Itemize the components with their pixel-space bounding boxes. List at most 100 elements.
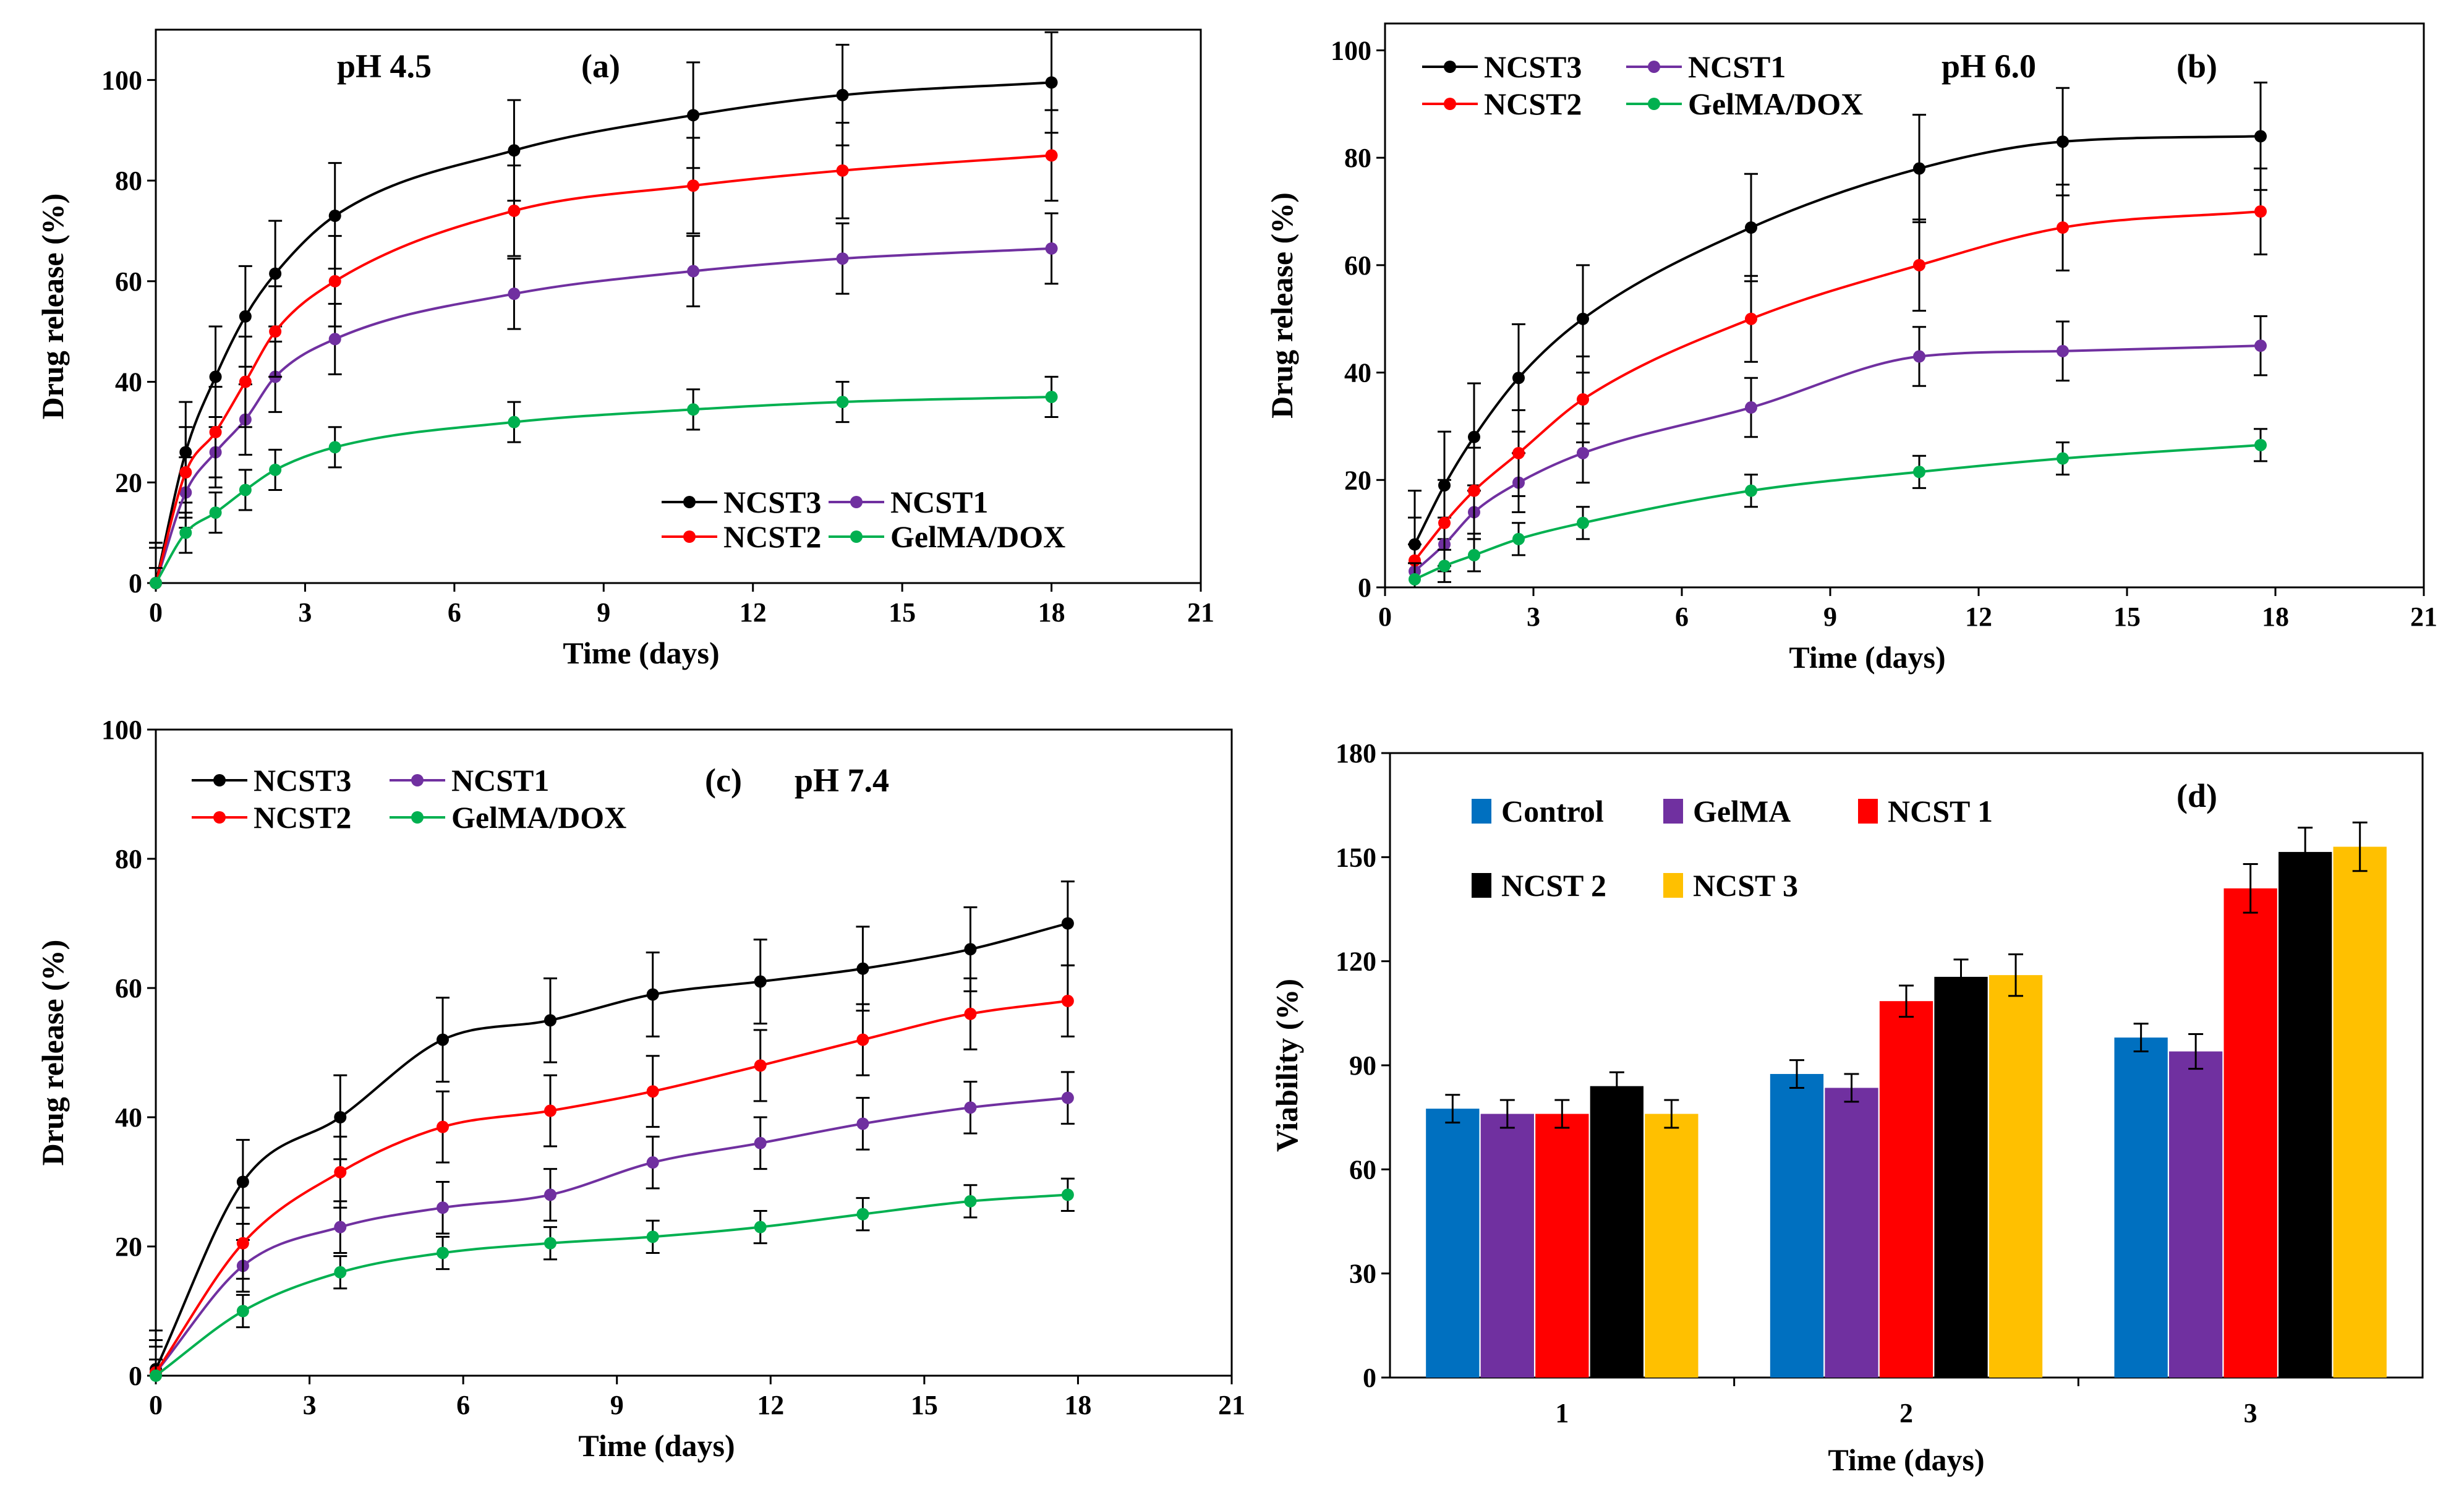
legend-marker	[213, 774, 226, 786]
bar	[2279, 851, 2332, 1378]
series-ncst1	[149, 212, 1059, 589]
data-point	[754, 975, 767, 988]
data-point	[2254, 438, 2267, 451]
data-point	[1577, 446, 1589, 459]
y-tick-label: 30	[1349, 1259, 1376, 1289]
bar	[1590, 1086, 1643, 1378]
legend-label: NCST1	[890, 485, 988, 519]
data-point	[2057, 452, 2069, 465]
data-point	[646, 1230, 659, 1243]
data-point	[646, 1156, 659, 1169]
data-point	[856, 1033, 869, 1046]
data-point	[1061, 1091, 1074, 1104]
data-point	[856, 1117, 869, 1130]
data-point	[687, 179, 700, 192]
x-tick-label: 3	[1527, 602, 1540, 632]
legend-entry: NCST 3	[1663, 868, 1798, 903]
legend-entry: NCST1	[829, 485, 988, 519]
x-tick-label: 6	[456, 1390, 470, 1420]
y-tick-label: 0	[129, 1361, 142, 1391]
data-point	[1061, 917, 1074, 930]
data-point	[239, 375, 252, 388]
y-tick-label: 80	[115, 166, 142, 196]
series-line	[155, 81, 1052, 584]
bar	[1934, 976, 1988, 1378]
y-tick-label: 40	[115, 367, 142, 398]
legend-label: GelMA/DOX	[451, 800, 626, 835]
data-point	[209, 370, 222, 383]
x-tick-label: 21	[1187, 597, 1214, 628]
data-point	[334, 1165, 347, 1178]
series-line	[155, 999, 1068, 1373]
series-gelma-dox	[149, 1177, 1075, 1382]
data-point	[2057, 221, 2069, 234]
panel-b-plot-frame	[1384, 22, 2425, 589]
data-point	[179, 526, 192, 539]
legend-entry: NCST 2	[1472, 868, 1606, 903]
category-label: 3	[2244, 1398, 2257, 1428]
bar	[2223, 888, 2277, 1378]
x-axis-label: Time (days)	[1789, 640, 1945, 675]
x-tick-label: 21	[1218, 1390, 1245, 1420]
legend-marker	[683, 496, 696, 508]
legend-label: NCST1	[1688, 49, 1786, 84]
legend-marker	[411, 774, 424, 786]
data-point	[1577, 393, 1589, 406]
x-tick-label: 9	[610, 1390, 624, 1420]
series-control	[1426, 1023, 2168, 1378]
x-tick-label: 6	[448, 597, 461, 628]
legend-label: GelMA/DOX	[890, 519, 1065, 554]
data-point	[328, 210, 341, 223]
data-point	[269, 325, 282, 338]
data-point	[508, 288, 521, 300]
data-point	[508, 415, 521, 428]
x-tick-label: 3	[298, 597, 312, 628]
data-point	[179, 466, 192, 479]
legend-label: NCST3	[1484, 49, 1582, 84]
category-label: 2	[1899, 1398, 1913, 1428]
legend-entry: GelMA/DOX	[1626, 87, 1863, 121]
data-point	[334, 1111, 347, 1123]
data-point	[544, 1014, 556, 1027]
panel-c-plot-frame	[155, 728, 1233, 1377]
panel-label: (a)	[581, 48, 620, 85]
legend-entry: NCST2	[662, 519, 821, 554]
data-point	[508, 204, 521, 217]
series-ncst-2	[1590, 827, 2332, 1378]
data-point	[437, 1120, 449, 1133]
data-point	[150, 577, 162, 589]
data-point	[964, 1101, 977, 1114]
series-ncst2	[149, 964, 1075, 1379]
data-point	[856, 1208, 869, 1220]
legend-swatch	[1663, 799, 1683, 824]
series-gelma-dox	[1408, 428, 2267, 589]
legend-marker	[1648, 61, 1660, 73]
legend-marker	[411, 811, 424, 824]
x-axis-label: Time (days)	[1828, 1442, 1984, 1477]
y-axis-label: Drug release (%)	[1264, 192, 1299, 419]
series-ncst3	[149, 880, 1075, 1377]
data-point	[269, 463, 282, 476]
panel-label: (c)	[705, 762, 742, 799]
x-tick-label: 18	[1038, 597, 1065, 628]
data-point	[1512, 372, 1525, 385]
series-line	[155, 154, 1052, 584]
legend-marker	[850, 530, 863, 543]
data-point	[2057, 344, 2069, 357]
panel-b: 0 3 6 9 12 15 18 21 0 20 40 60 80 100 Time (days) Drug …	[1264, 22, 2437, 675]
data-point	[150, 1370, 162, 1382]
data-point	[2254, 130, 2267, 143]
y-tick-label: 60	[1349, 1154, 1376, 1185]
data-point	[437, 1201, 449, 1214]
panel-d: 0 30 60 90 120 150 180 1 2 3 Control GelMA NCST 1 NCS…	[1269, 738, 2424, 1477]
legend-label: NCST 1	[1888, 794, 1993, 829]
bar	[1825, 1088, 1878, 1378]
y-tick-label: 120	[1336, 947, 1376, 977]
data-point	[754, 1059, 767, 1072]
x-tick-label: 12	[740, 597, 767, 628]
data-point	[508, 144, 521, 157]
legend-label: NCST 2	[1501, 868, 1606, 903]
series-line	[155, 247, 1052, 584]
data-point	[1045, 149, 1058, 162]
